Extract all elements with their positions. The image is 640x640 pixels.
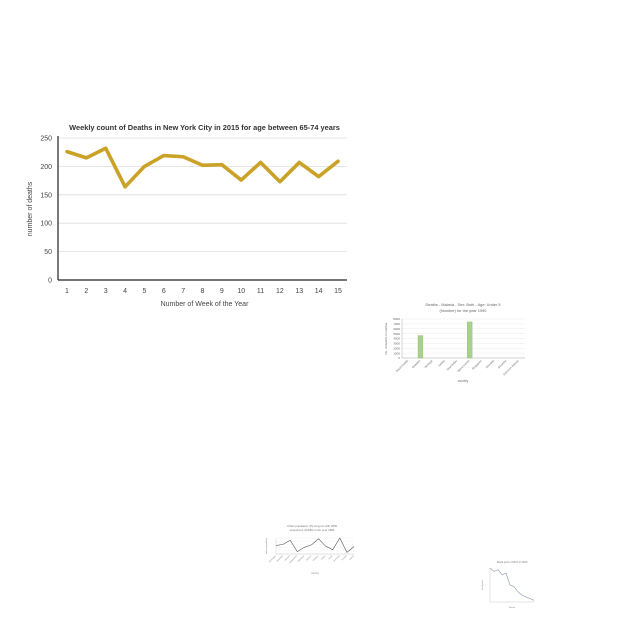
x-tick-label: 6 bbox=[162, 288, 166, 295]
x-tick-label: Bahrain bbox=[285, 555, 291, 561]
data-point bbox=[105, 147, 107, 149]
urban-population-chart: Urban population (%) long-run with 2050p… bbox=[265, 524, 355, 575]
x-tick-label: 3 bbox=[104, 288, 108, 295]
data-point bbox=[240, 179, 242, 181]
y-axis-label: Stock price bbox=[481, 579, 484, 591]
data-point bbox=[66, 151, 68, 153]
x-tick-label: 5 bbox=[142, 288, 146, 295]
y-tick-label: 1000 bbox=[393, 351, 400, 355]
y-tick-label: 50 bbox=[44, 249, 52, 256]
x-tick-label: Bermuda bbox=[333, 555, 341, 563]
data-point bbox=[163, 155, 165, 157]
x-axis-label: Month bbox=[509, 606, 516, 609]
chart-title: projections (OWID) in the year 1980 bbox=[290, 528, 335, 532]
chart-title: Stock price of IFCI in 2020 bbox=[497, 560, 528, 564]
y-tick-label: 5000 bbox=[393, 332, 400, 336]
series-line bbox=[275, 537, 355, 553]
y-tick-label: 8000 bbox=[393, 317, 400, 321]
x-axis-label: country bbox=[311, 572, 320, 575]
x-axis-label: Number of Week of the Year bbox=[161, 301, 249, 308]
data-point bbox=[143, 165, 146, 167]
x-tick-label: Eswatini bbox=[411, 359, 421, 369]
x-tick-label: Belarus bbox=[306, 555, 312, 561]
x-tick-label: Benin bbox=[328, 555, 333, 560]
y-axis-label: urban population bbox=[265, 537, 268, 554]
y-tick-label: 0 bbox=[398, 356, 400, 360]
x-tick-label: 9 bbox=[220, 288, 224, 295]
stock-price-chart: Stock price of IFCI in 2020 Month Stock pr… bbox=[481, 560, 535, 609]
data-point bbox=[337, 160, 339, 162]
chart-title: Deaths - Malaria - Sex: Both - Age: Unde… bbox=[425, 302, 500, 307]
bar bbox=[467, 321, 473, 359]
x-tick-label: 10 bbox=[237, 288, 245, 295]
x-tick-label: Bahamas bbox=[276, 555, 283, 562]
x-axis-label: country bbox=[458, 379, 469, 383]
x-tick-label: 2 bbox=[84, 288, 88, 295]
x-tick-label: 1 bbox=[65, 288, 69, 295]
x-tick-label: Saudi Arabia bbox=[395, 359, 409, 373]
chart-title: (Number) for the year 1990 bbox=[440, 308, 488, 313]
y-axis-label: number of deaths bbox=[27, 181, 34, 236]
bar bbox=[417, 335, 424, 359]
x-tick-label: Senegal bbox=[423, 359, 433, 369]
data-point bbox=[279, 181, 281, 183]
y-tick-label: 200 bbox=[40, 164, 52, 171]
x-tick-label: Slovakia bbox=[485, 359, 496, 370]
x-tick-label: Barbados bbox=[298, 555, 305, 562]
x-tick-label: Bhutan bbox=[341, 555, 348, 562]
data-point bbox=[221, 164, 223, 166]
x-tick-label: Bangladesh bbox=[289, 555, 298, 564]
series-line bbox=[65, 146, 340, 189]
data-point bbox=[201, 164, 204, 166]
y-tick-label: 4000 bbox=[393, 337, 400, 341]
x-tick-label: Belize bbox=[321, 555, 327, 561]
data-point bbox=[182, 156, 184, 158]
x-tick-label: Singapore bbox=[471, 359, 483, 371]
y-tick-label: 6000 bbox=[393, 327, 400, 331]
y-tick-label: 7000 bbox=[393, 322, 400, 326]
data-point bbox=[124, 186, 126, 188]
data-point bbox=[298, 161, 300, 164]
series-line bbox=[489, 567, 535, 601]
y-tick-label: 2000 bbox=[393, 346, 400, 350]
data-point bbox=[259, 161, 262, 164]
x-tick-label: 12 bbox=[276, 288, 284, 295]
x-tick-label: 7 bbox=[181, 288, 185, 295]
x-tick-label: 13 bbox=[295, 288, 303, 295]
x-tick-label: 4 bbox=[123, 288, 127, 295]
x-tick-label: 15 bbox=[334, 288, 342, 295]
y-tick-label: 100 bbox=[40, 221, 52, 228]
y-tick-label: 3000 bbox=[393, 342, 400, 346]
x-tick-label: Azerbaijan bbox=[268, 555, 277, 564]
deaths-line-chart: Weekly count of Deaths in New York City … bbox=[27, 123, 347, 308]
x-tick-label: Serbia bbox=[437, 359, 446, 368]
y-tick-label: 250 bbox=[40, 136, 52, 143]
x-tick-label: Belgium bbox=[313, 555, 320, 562]
data-point bbox=[318, 176, 320, 178]
x-tick-label: Bolivia bbox=[349, 555, 355, 561]
data-point bbox=[85, 157, 87, 159]
x-tick-label: Sierra Leone bbox=[456, 359, 470, 373]
x-tick-label: 14 bbox=[315, 288, 323, 295]
x-tick-label: Slovenia bbox=[497, 359, 508, 370]
chart-title: Weekly count of Deaths in New York City … bbox=[69, 123, 340, 132]
y-tick-label: 150 bbox=[40, 192, 52, 199]
malaria-bar-chart: Deaths - Malaria - Sex: Both - Age: Unde… bbox=[384, 302, 525, 383]
y-axis-label: No. of deaths in number bbox=[384, 322, 388, 354]
x-tick-label: 8 bbox=[201, 288, 205, 295]
chart-title: Urban population (%) long-run with 2050 bbox=[287, 524, 338, 528]
x-tick-label: 11 bbox=[257, 288, 264, 295]
y-tick-label: 0 bbox=[48, 278, 52, 285]
